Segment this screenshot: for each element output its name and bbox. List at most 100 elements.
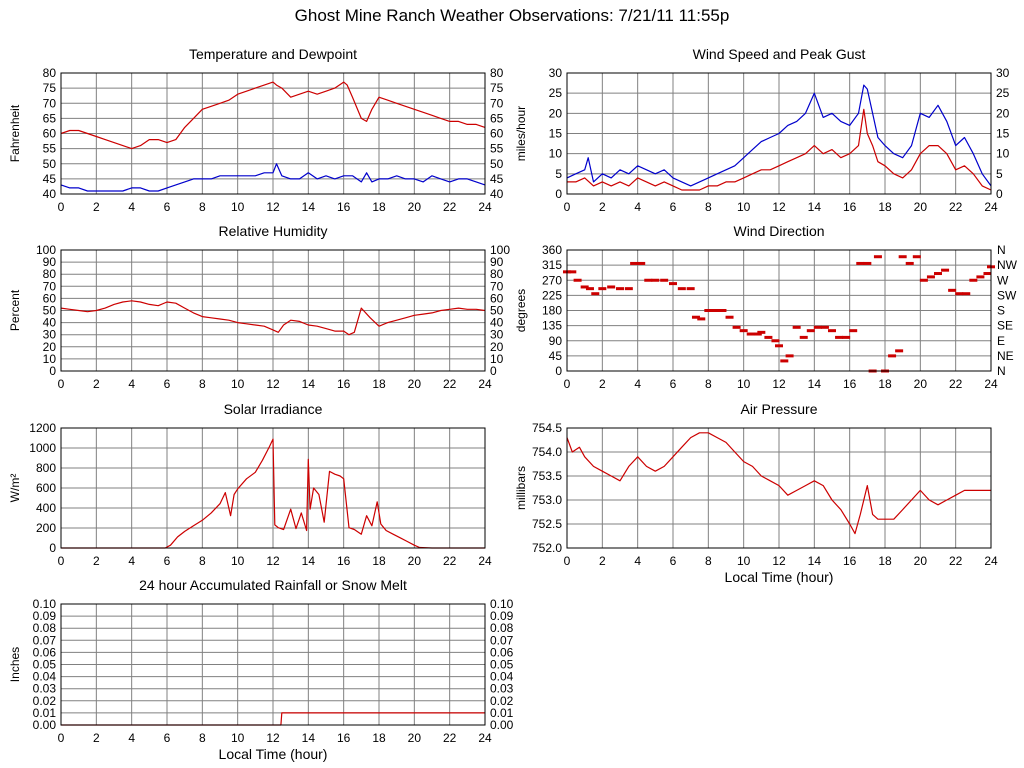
x-tick-label: 16: [337, 200, 351, 214]
y-tick-label-right: 20: [490, 340, 504, 354]
y-tick-label-right: 50: [490, 304, 504, 318]
y-tick-label: 65: [43, 111, 57, 125]
y-tick-label: 20: [43, 340, 57, 354]
pressure-title: Air Pressure: [740, 401, 817, 417]
x-tick-label: 22: [443, 200, 457, 214]
y-tick-label: 0.07: [33, 633, 57, 647]
x-tick-label: 24: [478, 377, 492, 391]
y-tick-label-right: 0.09: [490, 609, 514, 623]
x-tick-label: 20: [914, 200, 928, 214]
y-tick-label: 75: [43, 81, 57, 95]
y-tick-label: 45: [549, 349, 563, 363]
x-tick-label: 2: [599, 200, 606, 214]
y-tick-label-right: 5: [996, 167, 1003, 181]
x-tick-label: 16: [337, 554, 351, 568]
y-tick-label-right: 0.02: [490, 694, 514, 708]
y-tick-label: 0.02: [33, 694, 57, 708]
x-tick-label: 6: [670, 200, 677, 214]
y-tick-label: 0.03: [33, 682, 57, 696]
y-tick-label-right: 90: [490, 255, 504, 269]
y-tick-label: 10: [549, 147, 563, 161]
humidity-plot-frame: [60, 249, 486, 372]
data-point: [580, 285, 589, 289]
series-dewpoint: [60, 163, 486, 192]
data-point: [842, 335, 851, 339]
solar-grid: [61, 428, 485, 548]
x-tick-label: 16: [843, 377, 857, 391]
y-tick-label: 0.04: [33, 670, 57, 684]
x-tick-label: 0: [58, 200, 65, 214]
x-tick-label: 16: [843, 200, 857, 214]
x-tick-label: 0: [58, 554, 65, 568]
y-tick-label: 55: [43, 142, 57, 156]
y-tick-label-right: 20: [996, 106, 1010, 120]
y-tick-label: 200: [36, 521, 56, 535]
pressure-xlabel: Local Time (hour): [725, 569, 834, 585]
data-point: [799, 335, 808, 339]
x-tick-label: 14: [302, 200, 316, 214]
data-point: [820, 325, 829, 329]
x-tick-label: 14: [808, 200, 822, 214]
y-tick-label: 270: [542, 273, 562, 287]
x-tick-label: 0: [564, 200, 571, 214]
y-tick-label: 90: [43, 255, 57, 269]
data-point: [912, 255, 921, 259]
y-tick-label: 0: [555, 364, 562, 378]
data-point: [616, 287, 624, 291]
data-point: [757, 330, 766, 334]
y-tick-label-right: 0.08: [490, 621, 514, 635]
x-tick-label: 10: [737, 377, 751, 391]
rainfall-xlabel: Local Time (hour): [219, 746, 328, 762]
solar-ylabel: W/m²: [8, 474, 22, 503]
x-tick-label: 0: [58, 377, 65, 391]
y-tick-label: 754.0: [532, 445, 562, 459]
y-tick-label: 5: [555, 167, 562, 181]
x-tick-label: 6: [164, 200, 171, 214]
data-point: [983, 272, 992, 276]
y-tick-label: 30: [43, 328, 57, 342]
y-tick-label-right: 30: [996, 66, 1010, 80]
data-point: [607, 285, 616, 289]
y-tick-label: 40: [43, 316, 57, 330]
y-tick-label: 100: [36, 243, 56, 257]
x-tick-label: 12: [266, 200, 280, 214]
data-point: [863, 261, 872, 265]
x-tick-label: 6: [164, 731, 171, 745]
wind-direction-ylabel: degrees: [514, 289, 528, 332]
chart-rainfall: 24 hour Accumulated Rainfall or Snow Mel…: [8, 577, 514, 762]
y-tick-label: 60: [43, 291, 57, 305]
compass-label: SW: [997, 288, 1017, 302]
x-tick-label: 20: [408, 200, 422, 214]
data-point: [686, 287, 695, 291]
x-tick-label: 14: [302, 554, 316, 568]
y-tick-label: 80: [43, 66, 57, 80]
data-point: [792, 325, 801, 329]
data-point: [934, 272, 942, 276]
data-point: [711, 309, 720, 312]
page-title: Ghost Mine Ranch Weather Observations: 7…: [294, 6, 730, 25]
y-tick-label-right: 60: [490, 127, 504, 141]
data-point: [828, 329, 836, 333]
series-air-pressure: [566, 432, 991, 535]
data-point: [785, 354, 794, 358]
y-tick-label-right: 50: [490, 157, 504, 171]
y-tick-label: 752.5: [532, 517, 562, 531]
compass-label: N: [997, 243, 1006, 257]
data-point: [624, 287, 633, 291]
x-tick-label: 8: [705, 377, 712, 391]
data-point: [835, 335, 844, 339]
y-tick-label: 70: [43, 279, 57, 293]
x-tick-label: 0: [564, 377, 571, 391]
x-tick-label: 16: [337, 377, 351, 391]
x-tick-label: 18: [372, 377, 386, 391]
series-relative-humidity: [60, 300, 486, 336]
data-point: [704, 309, 713, 312]
x-tick-label: 12: [266, 554, 280, 568]
data-point: [969, 278, 978, 282]
rainfall-ylabel: Inches: [8, 647, 22, 682]
data-point: [598, 287, 607, 291]
humidity-grid: [61, 250, 485, 371]
data-point: [948, 288, 957, 292]
x-tick-label: 14: [808, 377, 822, 391]
